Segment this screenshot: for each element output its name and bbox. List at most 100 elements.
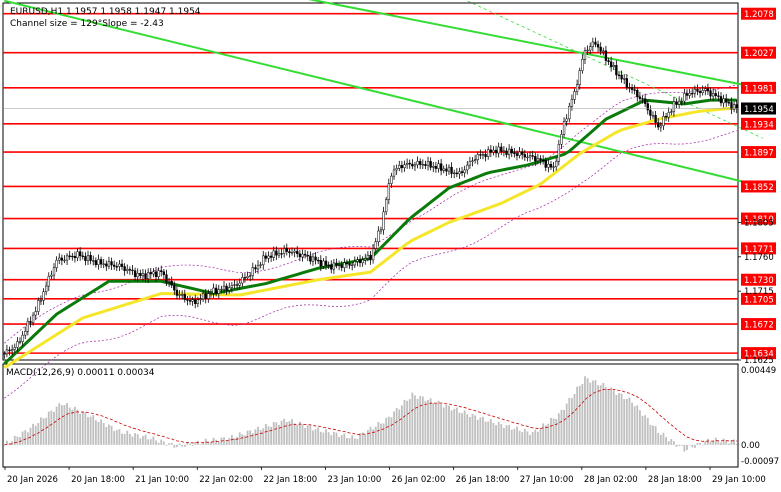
macd-histogram-bar bbox=[534, 429, 537, 445]
candle-body bbox=[141, 273, 145, 276]
candle bbox=[228, 282, 231, 294]
macd-histogram-bar bbox=[319, 431, 322, 445]
macd-histogram-bar bbox=[589, 382, 592, 445]
candle-body bbox=[133, 270, 137, 277]
candle bbox=[207, 289, 210, 303]
macd-histogram-bar bbox=[105, 426, 108, 445]
macd-histogram-bar bbox=[733, 439, 735, 445]
candle bbox=[617, 71, 621, 80]
macd-histogram-bar bbox=[359, 433, 361, 445]
candle bbox=[369, 250, 372, 265]
macd-histogram-bar bbox=[301, 424, 304, 445]
macd-histogram-bar bbox=[194, 441, 197, 445]
macd-histogram-bar bbox=[476, 419, 479, 445]
candle bbox=[343, 258, 346, 273]
candle-body bbox=[204, 293, 207, 299]
candle-body bbox=[212, 287, 215, 294]
current-price-tag bbox=[741, 102, 776, 115]
macd-histogram-bar bbox=[264, 424, 267, 445]
candle bbox=[599, 42, 602, 55]
macd-histogram-bar bbox=[683, 444, 686, 452]
macd-histogram-bar bbox=[492, 423, 495, 445]
macd-histogram-bar bbox=[165, 444, 168, 446]
candle bbox=[105, 260, 108, 271]
candle bbox=[432, 161, 435, 173]
macd-histogram-bar bbox=[686, 444, 688, 450]
candle-body bbox=[432, 166, 435, 168]
level-tag-bg bbox=[741, 7, 776, 20]
macd-histogram-bar bbox=[40, 417, 42, 445]
channel-info: Channel size = 129°Slope = -2.43 bbox=[10, 19, 164, 29]
candle-body bbox=[651, 115, 655, 117]
candle bbox=[259, 261, 262, 269]
candle-body bbox=[230, 285, 234, 288]
macd-histogram-bar bbox=[646, 417, 649, 445]
candle-body bbox=[604, 50, 608, 61]
candle-body bbox=[105, 263, 108, 267]
candle bbox=[126, 264, 129, 274]
macd-histogram-bar bbox=[79, 413, 82, 445]
level-price-tag: 1.1672 bbox=[741, 318, 776, 331]
candle-body bbox=[638, 96, 642, 99]
macd-histogram-bar bbox=[233, 438, 236, 445]
level-price-tag: 1.2027 bbox=[741, 46, 776, 59]
candle-body bbox=[186, 299, 189, 301]
candle bbox=[107, 256, 111, 270]
macd-histogram-bar bbox=[45, 417, 48, 445]
macd-tick-label: 0.00449 bbox=[741, 366, 776, 376]
candle bbox=[429, 157, 432, 171]
candle bbox=[628, 82, 631, 93]
candle-body bbox=[170, 281, 173, 286]
candle bbox=[484, 149, 487, 162]
macd-histogram-bar bbox=[29, 427, 32, 445]
candle-body bbox=[521, 151, 524, 155]
macd-histogram-bar bbox=[21, 431, 24, 445]
candle-body bbox=[730, 102, 733, 110]
macd-histogram-bar bbox=[570, 398, 573, 445]
macd-histogram-bar bbox=[115, 430, 118, 445]
candle bbox=[26, 317, 30, 336]
macd-histogram-bar bbox=[369, 426, 372, 445]
candle bbox=[387, 178, 390, 205]
candle-body bbox=[343, 262, 346, 268]
macd-histogram-bar bbox=[68, 407, 71, 445]
candle bbox=[199, 294, 202, 305]
candle-body bbox=[636, 89, 639, 98]
candle bbox=[317, 257, 320, 264]
candle bbox=[675, 98, 678, 109]
candles bbox=[3, 37, 738, 359]
macd-histogram-bar bbox=[712, 440, 715, 445]
macd-histogram-bar bbox=[168, 443, 171, 445]
macd-histogram-bar bbox=[170, 442, 173, 445]
candle-body bbox=[5, 349, 9, 355]
candle bbox=[447, 164, 451, 175]
candle-body bbox=[646, 103, 649, 111]
candle-body bbox=[586, 49, 589, 52]
macd-histogram-bar bbox=[147, 439, 150, 445]
candle bbox=[358, 254, 362, 267]
candle-body bbox=[322, 260, 325, 267]
candle bbox=[560, 130, 563, 149]
macd-histogram-bar bbox=[576, 386, 579, 445]
macd-histogram-bar bbox=[696, 442, 699, 445]
candle-body bbox=[377, 230, 380, 242]
macd-histogram-bar bbox=[468, 417, 471, 445]
candle-body bbox=[547, 163, 550, 168]
candle-body bbox=[683, 93, 686, 102]
candle bbox=[277, 249, 281, 259]
candle bbox=[361, 256, 364, 267]
candle-body bbox=[395, 168, 398, 171]
candle bbox=[581, 54, 584, 74]
candle-body bbox=[453, 172, 456, 174]
candle-body bbox=[136, 273, 139, 277]
candle-body bbox=[358, 259, 362, 264]
candle bbox=[160, 265, 163, 277]
candle bbox=[515, 150, 519, 161]
candle bbox=[494, 145, 498, 158]
candle-body bbox=[717, 95, 720, 97]
candle-body bbox=[620, 74, 623, 80]
candle bbox=[677, 96, 681, 109]
candle bbox=[241, 273, 244, 287]
candle bbox=[541, 155, 545, 165]
